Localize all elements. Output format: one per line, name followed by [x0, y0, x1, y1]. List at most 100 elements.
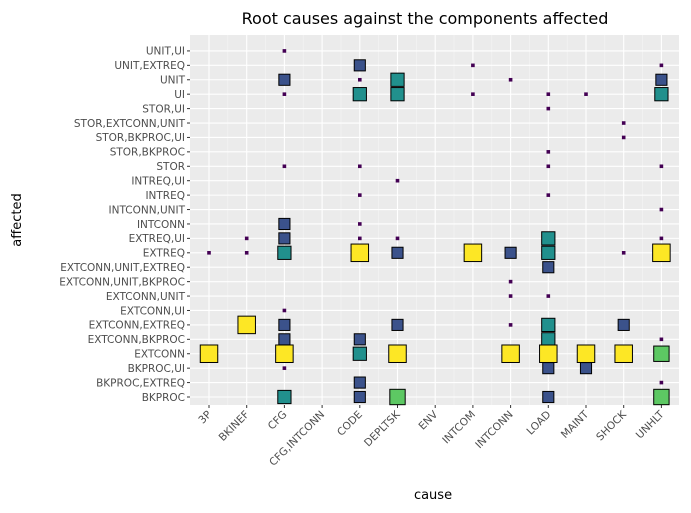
data-square [579, 362, 593, 375]
data-square [621, 135, 626, 140]
x-tick-label: INTCOM [440, 409, 478, 447]
data-square [659, 164, 664, 169]
y-tick-label: EXTREQ,UI [129, 233, 185, 245]
data-square [278, 232, 291, 245]
x-tick-label: CODE [335, 409, 365, 439]
x-tick-label: INTCONN [473, 409, 515, 451]
x-tick-label: DEPLTSK [362, 408, 403, 449]
data-square [504, 246, 517, 259]
data-square [388, 344, 407, 363]
y-tick-label: INTCONN [137, 219, 185, 231]
y-tick-label: STOR,BKPROC,UI [96, 132, 185, 144]
data-square [278, 217, 291, 231]
data-square [282, 308, 287, 313]
y-tick-label: STOR,BKPROC [110, 147, 185, 159]
data-square [617, 318, 630, 331]
data-square [391, 318, 404, 331]
data-square [659, 63, 664, 68]
data-square [508, 77, 513, 82]
data-square [282, 49, 287, 53]
data-square [353, 390, 366, 404]
data-square [542, 390, 555, 404]
data-square [652, 243, 671, 263]
data-square [390, 72, 405, 87]
data-square [352, 346, 367, 361]
y-tick-label: UNIT,EXTREQ [114, 60, 185, 72]
data-square [542, 362, 555, 375]
data-marks [199, 49, 671, 406]
data-square [237, 315, 256, 335]
y-tick-label: INTREQ [145, 190, 185, 202]
data-square [659, 337, 664, 342]
data-square [353, 333, 366, 346]
data-square [659, 380, 664, 385]
data-square [278, 333, 291, 346]
y-tick-label: UNIT,UI [146, 46, 185, 58]
data-square [621, 251, 626, 255]
data-square [501, 344, 520, 363]
data-square [358, 164, 362, 169]
data-square [278, 318, 291, 331]
data-square [584, 92, 588, 96]
x-tick-label: UNHLT [634, 408, 667, 441]
data-square [471, 92, 475, 96]
data-square [277, 389, 292, 405]
data-square [353, 59, 366, 72]
y-tick-label: BKPROC [142, 392, 185, 404]
data-square [358, 236, 362, 241]
data-square [277, 245, 292, 260]
y-tick-label: UNIT [160, 75, 186, 87]
data-square [358, 77, 362, 82]
data-square [395, 178, 400, 183]
data-square [244, 251, 249, 255]
y-tick-label: STOR,EXTCONN,UNIT [74, 118, 186, 130]
data-square [352, 87, 367, 102]
chart-title: Root causes against the components affec… [242, 9, 609, 28]
data-square [546, 294, 551, 298]
data-square [508, 294, 513, 298]
x-axis-label: cause [414, 488, 452, 503]
data-square [576, 344, 596, 363]
data-square [282, 164, 287, 169]
plot-panel [190, 35, 679, 405]
data-square [282, 366, 287, 370]
data-square [358, 222, 362, 226]
data-square [541, 245, 556, 260]
data-square [207, 251, 211, 255]
y-tick-label: UI [174, 89, 185, 101]
data-square [390, 87, 405, 102]
data-square [282, 92, 287, 96]
y-tick-label: EXTCONN,BKPROC [88, 334, 185, 346]
y-tick-label: EXTCONN,UI [120, 305, 185, 317]
data-square [542, 261, 555, 274]
data-square [653, 388, 670, 406]
data-square [659, 236, 664, 241]
y-axis-ticks: BKPROC BKPROC,EXTREQ BKPROC,UI EXTCONN EXTCO… [59, 46, 190, 404]
y-tick-label: INTCONN,UNIT [109, 204, 186, 216]
data-square [621, 121, 626, 125]
data-square [546, 164, 551, 169]
data-square [244, 236, 249, 241]
data-square [350, 243, 370, 263]
x-tick-label: SHOCK [594, 408, 629, 443]
data-square [278, 73, 291, 86]
data-square [508, 323, 513, 327]
x-tick-label: LOAD [525, 409, 554, 438]
data-square [199, 344, 219, 363]
data-square [655, 73, 668, 86]
data-square [659, 207, 664, 212]
y-tick-label: EXTCONN,UNIT [106, 291, 186, 303]
x-tick-label: CFG [266, 409, 290, 433]
y-tick-label: STOR,UI [142, 103, 185, 115]
data-square [395, 236, 400, 241]
y-tick-label: EXTCONN,EXTREQ [89, 320, 185, 332]
data-square [546, 106, 551, 111]
x-tick-label: MAINT [559, 408, 592, 441]
data-square [541, 332, 556, 347]
x-tick-label: ENV [417, 408, 441, 432]
data-square [541, 231, 556, 246]
data-square [546, 150, 551, 154]
data-square [471, 63, 475, 68]
